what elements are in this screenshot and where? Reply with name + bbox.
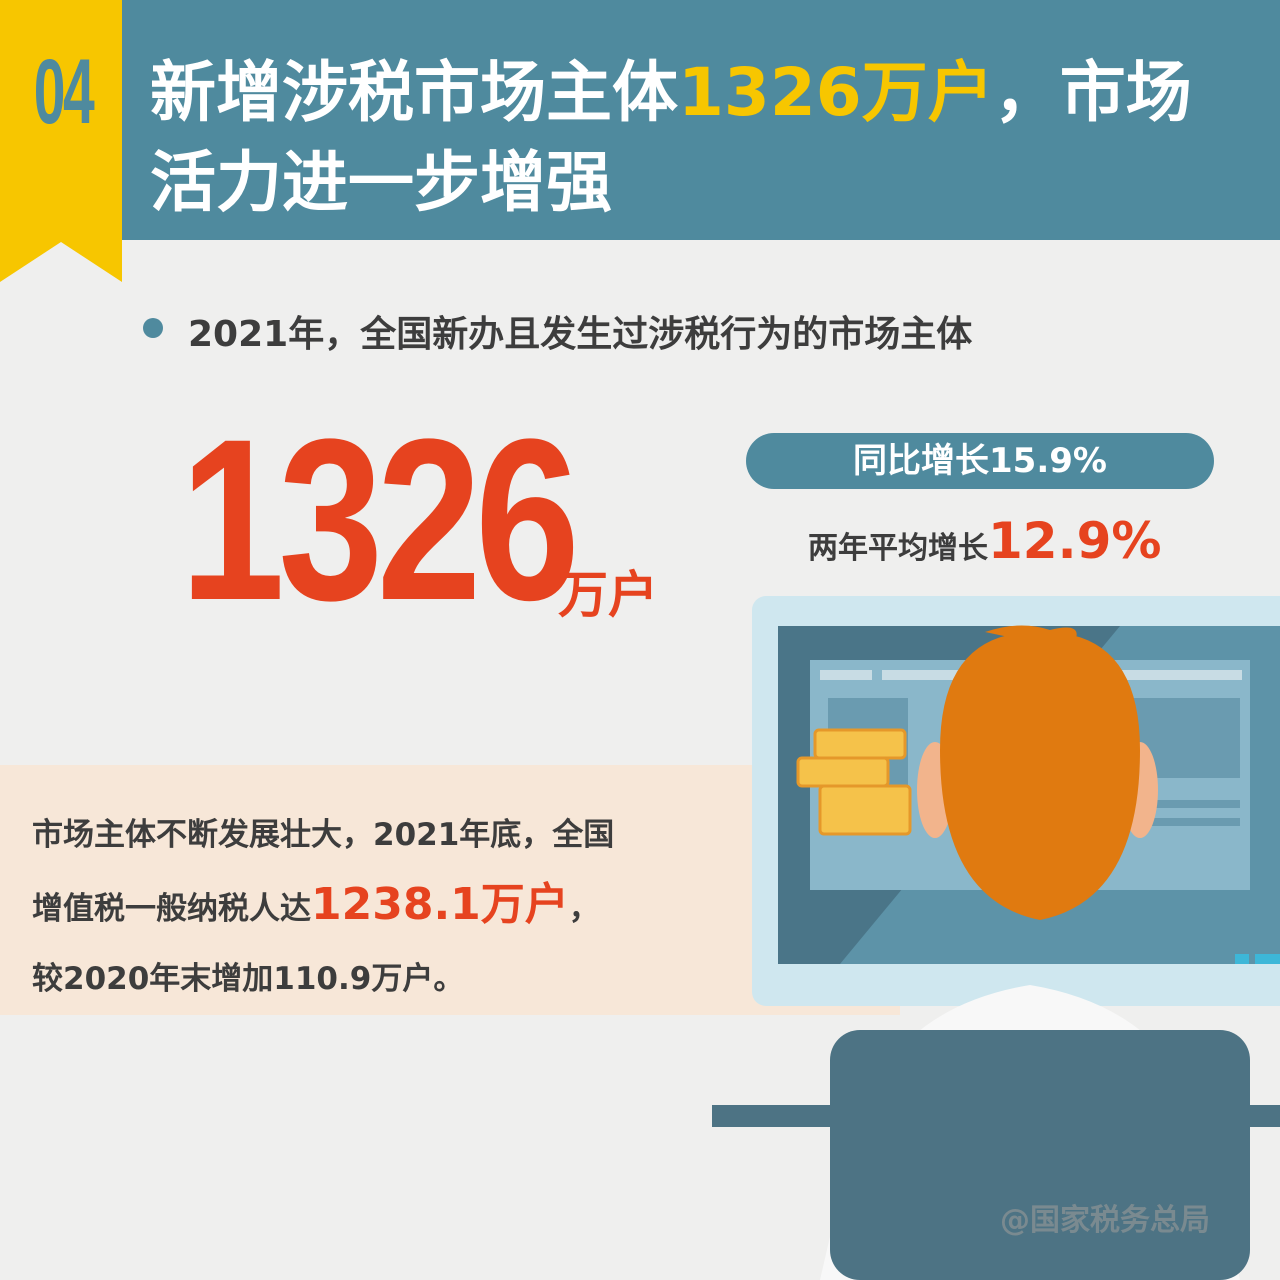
summary-panel <box>0 765 900 1015</box>
summary-line2: 增值税一般纳税人达1238.1万户， <box>32 870 614 944</box>
title-highlight: 1326万户 <box>678 54 994 131</box>
headline-unit: 万户 <box>558 566 658 624</box>
hair <box>940 631 1140 920</box>
yoy-badge: 同比增长15.9% <box>746 433 1214 489</box>
monitor-button <box>1255 954 1280 964</box>
bullet-dot <box>143 318 163 338</box>
summary-text: 市场主体不断发展壮大，2021年底，全国 增值税一般纳税人达1238.1万户， … <box>32 800 614 1014</box>
hair-tuft <box>985 625 1077 650</box>
chair <box>830 1030 1250 1280</box>
headline-value: 1326 <box>180 391 580 648</box>
avg-growth: 两年平均增长12.9% <box>808 512 1161 570</box>
window-line <box>1070 818 1240 826</box>
line2-pre: 增值税一般纳税人达 <box>32 891 311 927</box>
coin-stack-icon <box>796 728 912 836</box>
avg-label: 两年平均增长 <box>808 531 988 566</box>
page-title: 新增涉税市场主体1326万户，市场活力进一步增强 <box>150 48 1280 228</box>
avg-value: 12.9% <box>988 512 1162 570</box>
person-at-computer-illustration <box>712 596 1280 1280</box>
title-line2: 活力进一步增强 <box>150 144 612 221</box>
section-tab <box>0 0 122 282</box>
window-bar <box>820 670 872 680</box>
line2-post: ， <box>568 891 600 927</box>
title-pre: 新增涉税市场主体 <box>150 54 678 131</box>
watermark: @国家税务总局 <box>1000 1203 1210 1238</box>
tab-notch <box>0 242 122 282</box>
summary-line1: 市场主体不断发展壮大，2021年底，全国 <box>32 817 615 853</box>
title-post: ，市场 <box>993 54 1192 131</box>
headline-text: 2021年，全国新办且发生过涉税行为的市场主体 <box>188 314 973 355</box>
summary-line3: 较2020年末增加110.9万户。 <box>32 961 465 997</box>
monitor-button <box>1235 954 1249 964</box>
header-band <box>122 0 1280 240</box>
line2-value: 1238.1万户 <box>311 879 569 930</box>
section-number: 04 <box>33 41 95 143</box>
